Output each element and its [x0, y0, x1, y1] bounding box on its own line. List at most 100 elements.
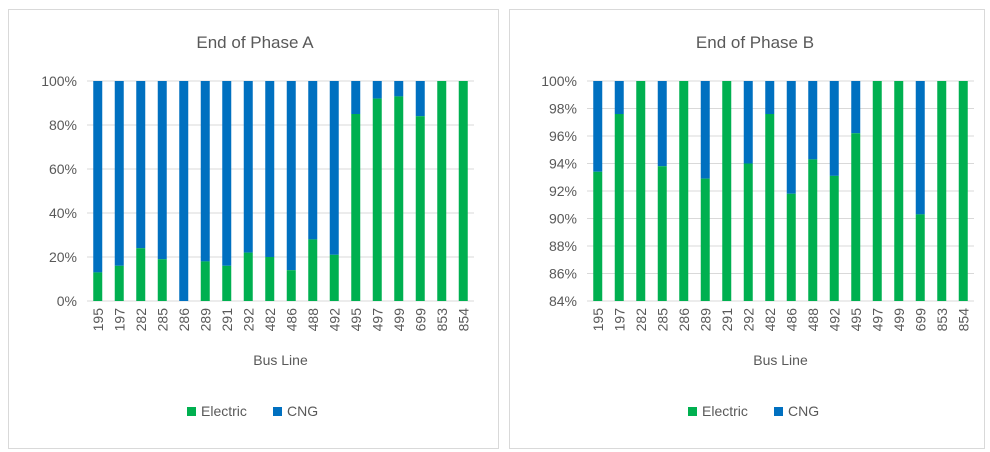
bar-electric [700, 178, 710, 301]
bar-cng [114, 81, 124, 266]
bar-cng [808, 81, 818, 160]
legend-swatch-electric [187, 407, 196, 416]
bar-cng [200, 81, 210, 262]
bar-cng [351, 81, 361, 114]
x-tick-label: 292 [240, 308, 256, 332]
bar-electric [872, 81, 882, 301]
bar-electric [222, 265, 232, 301]
y-tick-label: 98% [549, 101, 577, 117]
x-tick-label: 492 [326, 308, 342, 332]
y-tick-label: 88% [549, 238, 577, 254]
bar-electric [894, 81, 904, 301]
bar-cng [93, 81, 103, 273]
bar-cng [415, 81, 425, 117]
y-tick-label: 96% [549, 128, 577, 144]
bar-electric [136, 248, 146, 301]
bar-cng [372, 81, 382, 99]
x-axis-title: Bus Line [753, 352, 808, 368]
bar-cng [286, 81, 296, 271]
bar-cng [157, 81, 167, 260]
bar-cng [786, 81, 796, 194]
bar-electric [200, 261, 210, 301]
x-tick-label: 289 [697, 308, 713, 332]
y-tick-label: 94% [549, 156, 577, 172]
legend-swatch-cng [273, 407, 282, 416]
x-tick-label: 854 [955, 308, 971, 332]
x-tick-label: 492 [826, 308, 842, 332]
x-tick-label: 197 [111, 308, 127, 332]
bar-cng [243, 81, 253, 253]
x-tick-label: 699 [912, 308, 928, 332]
bar-electric [593, 171, 603, 301]
bar-electric [157, 259, 167, 301]
chart-panel-phase-a: End of Phase A 0% 20% 40% 60% 80% 100% 195 197 28… [8, 9, 499, 449]
bar-electric [394, 96, 404, 302]
x-tick-label: 495 [348, 308, 364, 332]
x-tick-label: 291 [219, 308, 235, 332]
legend-label-cng: CNG [788, 403, 819, 419]
x-tick-label: 195 [590, 308, 606, 332]
x-tick-label: 197 [611, 308, 627, 332]
x-tick-label: 482 [762, 308, 778, 332]
bar-cng [765, 81, 775, 114]
x-tick-label: 699 [412, 308, 428, 332]
bar-electric [93, 272, 103, 301]
bar-cng [829, 81, 839, 176]
bar-electric [657, 166, 667, 301]
legend: Electric CNG [688, 403, 819, 419]
bar-electric [243, 252, 253, 301]
chart-title: End of Phase A [196, 33, 314, 52]
bar-electric [743, 163, 753, 301]
y-tick-label: 90% [549, 211, 577, 227]
chart-svg: End of Phase A 0% 20% 40% 60% 80% 100% 195 197 28… [41, 33, 474, 419]
bar-electric [614, 114, 624, 301]
y-tick-label: 20% [49, 249, 77, 265]
x-tick-label: 499 [391, 308, 407, 332]
legend-swatch-cng [774, 407, 783, 416]
bar-electric [958, 81, 968, 301]
y-tick-label: 60% [49, 161, 77, 177]
bar-electric [286, 270, 296, 301]
bar-electric [437, 81, 447, 301]
bar-cng [743, 81, 753, 164]
bar-electric [415, 116, 425, 301]
x-tick-label: 488 [805, 308, 821, 332]
x-tick-label: 497 [369, 308, 385, 332]
bar-cng [308, 81, 318, 240]
bar-cng [700, 81, 710, 179]
legend-label-cng: CNG [287, 403, 318, 419]
x-tick-label: 286 [176, 308, 192, 332]
bar-electric [851, 133, 861, 301]
x-tick-label: 291 [719, 308, 735, 332]
x-tick-label: 497 [869, 308, 885, 332]
bar-electric [937, 81, 947, 301]
x-tick-label: 853 [934, 308, 950, 332]
bar-electric [722, 81, 732, 301]
chart-panel-phase-b: End of Phase B 84% 86% 88% 90% 92% 94% 96% 98% 10… [509, 9, 985, 449]
y-tick-label: 84% [549, 293, 577, 309]
bar-electric [372, 98, 382, 301]
x-tick-label: 488 [305, 308, 321, 332]
x-tick-label: 853 [434, 308, 450, 332]
y-tick-label: 92% [549, 183, 577, 199]
bar-electric [458, 81, 468, 301]
bar-electric [786, 193, 796, 301]
bar-electric [636, 81, 646, 301]
bar-cng [657, 81, 667, 167]
x-tick-label: 482 [262, 308, 278, 332]
x-tick-label: 282 [633, 308, 649, 332]
x-tick-label: 286 [676, 308, 692, 332]
bar-cng [136, 81, 146, 249]
y-tick-label: 80% [49, 117, 77, 133]
x-tick-label: 285 [654, 308, 670, 332]
bar-cng [222, 81, 232, 266]
x-tick-label: 499 [891, 308, 907, 332]
bar-electric [351, 114, 361, 301]
bar-cng [265, 81, 275, 257]
x-tick-label: 495 [848, 308, 864, 332]
x-tick-label: 289 [197, 308, 213, 332]
bar-cng [593, 81, 603, 172]
bar-electric [765, 114, 775, 301]
bar-electric [265, 257, 275, 301]
x-tick-label: 854 [455, 308, 471, 332]
